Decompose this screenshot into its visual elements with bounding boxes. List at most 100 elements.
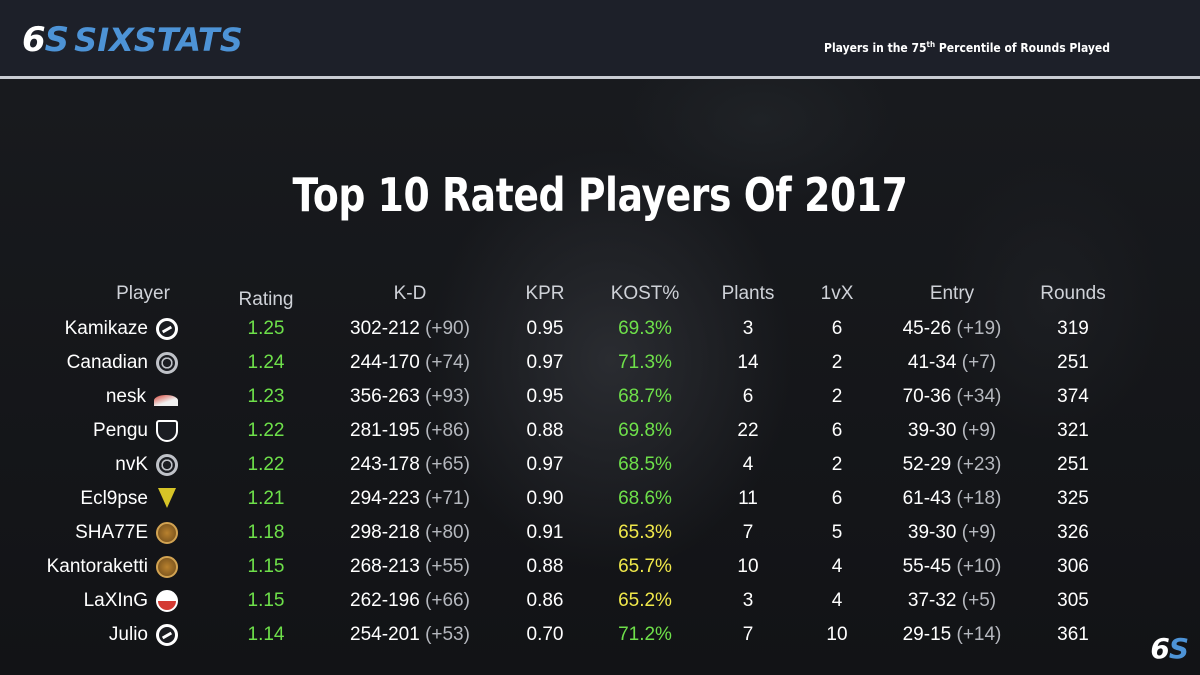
kd-cell-value: 298-218 <box>350 522 420 543</box>
onevx-cell: 6 <box>832 312 843 346</box>
kost-cell: 71.3% <box>618 346 672 380</box>
onevx-cell-value: 6 <box>831 420 843 441</box>
kpr-cell: 0.88 <box>527 414 564 448</box>
kd-cell-value: 243-178 <box>350 454 420 475</box>
kd-cell-value: 254-201 <box>350 624 420 645</box>
ring-icon <box>156 352 178 374</box>
rounds-cell-value: 251 <box>1057 352 1089 373</box>
kost-cell-value: 71.2% <box>618 624 672 645</box>
onevx-cell-value: 4 <box>831 590 843 611</box>
kost-cell-value: 65.2% <box>618 590 672 611</box>
kpr-cell: 0.97 <box>527 448 564 482</box>
plants-cell-value: 7 <box>742 624 754 645</box>
kd-cell-diff: (+71) <box>425 488 470 509</box>
plants-cell: 7 <box>743 618 754 652</box>
kpr-cell-value: 0.88 <box>526 420 564 441</box>
player-cell: Ecl9pse <box>80 482 178 516</box>
rating-cell: 1.21 <box>248 482 285 516</box>
plants-cell-value: 6 <box>742 386 754 407</box>
kost-cell: 65.3% <box>618 516 672 550</box>
kd-cell-diff: (+55) <box>425 556 470 577</box>
plants-cell: 22 <box>737 414 758 448</box>
kpr-cell: 0.95 <box>527 312 564 346</box>
kpr-cell-value: 0.70 <box>526 624 564 645</box>
table-row: Pengu 1.22 281-195 (+86) 0.88 69.8% 22 6 39-30 … <box>0 414 1200 448</box>
rating-cell-value: 1.18 <box>247 522 285 543</box>
v-icon <box>156 488 178 510</box>
plants-cell: 4 <box>743 448 754 482</box>
player-cell: Kamikaze <box>65 312 178 346</box>
plants-cell: 3 <box>743 312 754 346</box>
entry-cell: 39-30 (+9) <box>908 516 996 550</box>
plants-cell-value: 10 <box>737 556 759 577</box>
kpr-cell-value: 0.95 <box>526 386 564 407</box>
player-cell: Kantoraketti <box>47 550 178 584</box>
plants-cell: 11 <box>738 482 758 516</box>
entry-cell-value: 39-30 <box>907 420 957 441</box>
entry-cell-diff: (+23) <box>956 454 1002 475</box>
rounds-cell: 251 <box>1057 346 1089 380</box>
rounds-cell: 326 <box>1057 516 1089 550</box>
kd-cell: 298-218 (+80) <box>350 516 470 550</box>
kd-cell-value: 281-195 <box>350 420 420 441</box>
rating-cell: 1.24 <box>248 346 285 380</box>
col-header-kd: K-D <box>393 283 427 304</box>
kpr-cell: 0.97 <box>527 346 564 380</box>
col-header-kpr: KPR <box>525 283 565 304</box>
table-row: SHA77E 1.18 298-218 (+80) 0.91 65.3% 7 5 39-30 … <box>0 516 1200 550</box>
entry-cell-value: 55-45 <box>902 556 952 577</box>
kd-cell: 281-195 (+86) <box>350 414 470 448</box>
table-row: Kantoraketti 1.15 268-213 (+55) 0.88 65.7% 10… <box>0 550 1200 584</box>
table-header-row: Player Rating K-D KPR KOST% Plants 1vX E… <box>0 280 1200 312</box>
kost-cell-value: 71.3% <box>618 352 672 373</box>
plants-cell: 7 <box>743 516 754 550</box>
onevx-cell-value: 6 <box>831 318 843 339</box>
kost-cell: 65.7% <box>618 550 672 584</box>
player-name: nvK <box>115 454 148 475</box>
kost-cell: 65.2% <box>618 584 672 618</box>
entry-cell: 29-15 (+14) <box>903 618 1002 652</box>
entry-cell: 45-26 (+19) <box>903 312 1002 346</box>
entry-cell: 70-36 (+34) <box>903 380 1002 414</box>
rating-cell-value: 1.15 <box>247 556 285 577</box>
entry-cell-value: 39-30 <box>907 522 957 543</box>
plants-cell: 14 <box>737 346 758 380</box>
plants-cell: 10 <box>737 550 758 584</box>
plants-cell-value: 3 <box>742 318 754 339</box>
page-title: Top 10 Rated Players Of 2017 <box>292 168 908 222</box>
header-bar: 6S SIXSTATS Players in the 75th Percenti… <box>0 0 1200 79</box>
plants-cell-value: 3 <box>742 590 754 611</box>
shield-icon <box>156 420 178 442</box>
kpr-cell-value: 0.97 <box>526 352 564 373</box>
rating-cell: 1.22 <box>248 414 285 448</box>
entry-cell-diff: (+9) <box>961 420 997 441</box>
player-name: nesk <box>105 386 146 407</box>
entry-cell-value: 45-26 <box>902 318 952 339</box>
kd-cell: 356-263 (+93) <box>350 380 470 414</box>
kd-cell: 244-170 (+74) <box>350 346 470 380</box>
kpr-cell-value: 0.88 <box>526 556 564 577</box>
entry-cell-value: 41-34 <box>907 352 957 373</box>
kpr-cell-value: 0.90 <box>526 488 564 509</box>
entry-cell-diff: (+18) <box>956 488 1002 509</box>
player-cell: SHA77E <box>75 516 178 550</box>
rounds-cell-value: 319 <box>1057 318 1089 339</box>
peak-icon <box>156 590 178 612</box>
kost-cell: 68.5% <box>618 448 672 482</box>
rounds-cell-value: 305 <box>1057 590 1089 611</box>
col-header-entry: Entry <box>929 283 975 304</box>
player-cell: Canadian <box>67 346 178 380</box>
entry-cell: 55-45 (+10) <box>903 550 1002 584</box>
plants-cell: 3 <box>743 584 754 618</box>
entry-cell: 39-30 (+9) <box>908 414 996 448</box>
rating-cell: 1.23 <box>248 380 285 414</box>
table-row: Julio 1.14 254-201 (+53) 0.70 71.2% 7 10 29-15 … <box>0 618 1200 652</box>
kpr-cell: 0.91 <box>527 516 564 550</box>
kd-cell-diff: (+53) <box>425 624 470 645</box>
sixstats-logo: 6S SIXSTATS <box>22 20 243 60</box>
col-header-plants: Plants <box>721 283 775 304</box>
rounds-cell-value: 361 <box>1057 624 1089 645</box>
header-subtitle: Players in the 75th Percentile of Rounds… <box>824 40 1110 55</box>
kost-cell-value: 68.7% <box>618 386 672 407</box>
